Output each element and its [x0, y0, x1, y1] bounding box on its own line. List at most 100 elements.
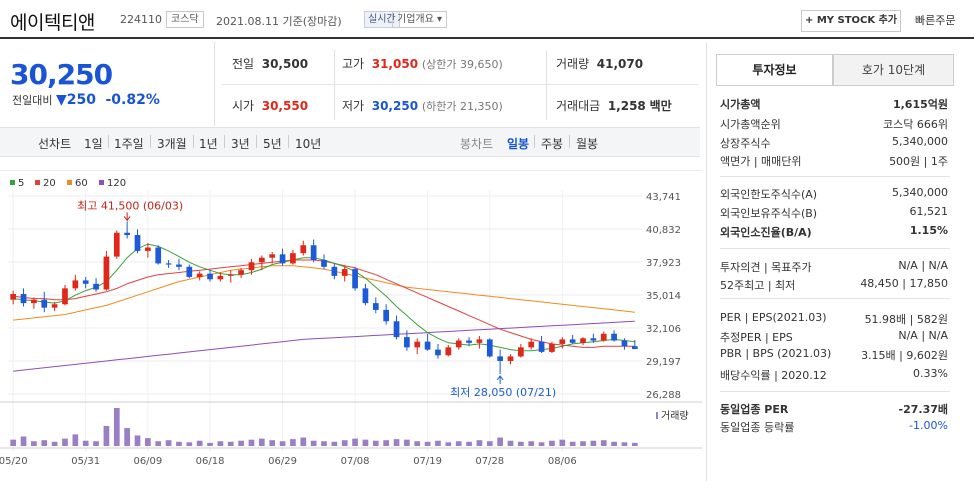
candle-body — [528, 341, 535, 348]
candle-daily[interactable]: 일봉 — [507, 137, 530, 151]
quick-order-button[interactable]: 빠른주문 — [915, 14, 956, 27]
candle-body — [41, 299, 48, 308]
x-tick-label: 05/31 — [71, 456, 100, 467]
legend-swatch — [99, 180, 104, 185]
period-1d[interactable]: 1일 — [84, 137, 103, 151]
invest-row-value: 61,521 — [909, 205, 949, 218]
invest-row-value: N/A | N/A — [898, 259, 948, 272]
divider — [214, 42, 215, 126]
volume-bar — [528, 441, 535, 446]
add-my-stock-button[interactable]: + MY STOCK 추가 — [801, 10, 901, 32]
volume-bar — [134, 435, 141, 446]
volume-bar — [341, 440, 348, 446]
invest-row-label[interactable]: 동일업종 PER — [720, 403, 789, 416]
invest-row-label[interactable]: 외국인보유주식수(B) — [720, 207, 818, 220]
change-label: 전일대비 — [12, 94, 53, 107]
annotations: 최고 41,500 (06/03) 최저 28,050 (07/21) — [77, 199, 556, 399]
tab-orderbook[interactable]: 호가 10단계 — [833, 54, 954, 86]
volume-bar — [538, 442, 545, 446]
candle-body — [445, 347, 452, 356]
period-1y[interactable]: 1년 — [199, 137, 218, 151]
volume-bar — [600, 440, 607, 446]
separator — [193, 135, 194, 148]
x-tick-label: 06/09 — [133, 456, 162, 467]
candle-body — [518, 347, 524, 357]
invest-row-label[interactable]: 시가총액순위 — [720, 118, 781, 131]
invest-row-label[interactable]: 동일업종 등락률 — [720, 421, 795, 434]
volume-bar — [497, 437, 503, 446]
candle-body — [207, 273, 213, 280]
candle-body — [393, 321, 400, 338]
period-1w[interactable]: 1주일 — [114, 137, 144, 151]
candle-body — [124, 232, 130, 236]
invest-row-label[interactable]: 배당수익률 | 2020.12 — [720, 369, 827, 382]
volume-bar — [549, 440, 555, 446]
ma60-line — [13, 265, 635, 321]
company-name[interactable]: 에이텍티앤 — [10, 12, 95, 34]
candle-body — [372, 303, 379, 310]
volume-bar — [20, 436, 27, 446]
invest-row-label[interactable]: 외국인소진율(B/A) — [720, 226, 812, 239]
volume-bar — [476, 440, 483, 446]
panel-divider — [706, 42, 707, 481]
y-tick-label: 29,197 — [646, 357, 681, 368]
candle-monthly[interactable]: 월봉 — [576, 137, 599, 151]
line-chart-label: 선차트 — [38, 137, 72, 151]
high-price: 고가 31,050 (상한가 39,650) — [342, 57, 503, 71]
low-annotation: 최저 28,050 (07/21) — [450, 386, 556, 399]
invest-row-label[interactable]: 52주최고 | 최저 — [720, 279, 796, 292]
period-10y[interactable]: 10년 — [295, 137, 322, 151]
price-chart[interactable]: 5 20 60 120 최고 41,500 (06/03) 최저 28,050 (07/… — [0, 170, 702, 481]
invest-row-label[interactable]: 외국인한도주식수(A) — [720, 188, 818, 201]
candle-body — [580, 338, 586, 343]
x-axis: 05/20 05/31 06/09 06/18 06/29 07/08 07/19 07/28… — [0, 456, 577, 467]
volume-bar — [631, 442, 638, 446]
candle-weekly[interactable]: 주봉 — [541, 137, 564, 151]
candle-body — [321, 259, 327, 267]
volume-bar — [41, 440, 48, 446]
invest-row-value: 5,340,000 — [892, 135, 948, 148]
separator — [108, 135, 109, 148]
candle-body — [186, 266, 193, 278]
section-divider — [720, 176, 950, 177]
x-tick-label: 08/06 — [548, 456, 577, 467]
volume-bar — [238, 440, 244, 446]
period-5y[interactable]: 5년 — [263, 137, 282, 151]
legend-ma-120: 120 — [107, 178, 126, 189]
invest-row-label[interactable]: 투자의견 | 목표주가 — [720, 261, 812, 274]
volume-bar — [455, 441, 462, 446]
x-tick-label: 07/28 — [475, 456, 504, 467]
volume-bar — [507, 440, 514, 446]
invest-row-label[interactable]: 시가총액 — [720, 98, 761, 111]
candle-body — [383, 309, 390, 322]
live-button[interactable]: 실시간 — [364, 11, 400, 28]
y-axis: 43,741 40,832 37,923 35,014 32,106 29,197 26,2… — [646, 192, 681, 401]
candle-body — [600, 333, 607, 341]
separator — [150, 135, 151, 148]
candle-body — [113, 232, 120, 257]
invest-row-label[interactable]: 상장주식수 — [720, 137, 771, 150]
invest-row-label[interactable]: 액면가 | 매매단위 — [720, 155, 802, 168]
candle-body — [93, 283, 99, 290]
candle-body — [248, 262, 255, 271]
invest-row-value: -27.37배 — [898, 403, 948, 416]
candle-body — [279, 254, 286, 264]
period-3y[interactable]: 3년 — [231, 137, 250, 151]
corp-info-dropdown[interactable]: 기업개요 ▾ — [392, 11, 448, 28]
volume-legend-swatch — [656, 412, 658, 419]
invest-row-label[interactable]: 추정PER | EPS — [720, 331, 793, 344]
tab-invest-info[interactable]: 투자정보 — [716, 54, 833, 86]
volume-bar — [569, 441, 576, 446]
separator — [224, 135, 225, 148]
change-percent: -0.82% — [105, 92, 160, 108]
invest-row-label[interactable]: PBR | BPS (2021.03) — [720, 347, 832, 360]
invest-row-label[interactable]: PER | EPS(2021.03) — [720, 311, 827, 324]
candle-body — [341, 269, 348, 276]
volume-bar — [269, 440, 276, 446]
invest-row-value: 51.98배 | 582원 — [864, 313, 948, 326]
invest-row-value: 코스닥 666위 — [883, 118, 948, 131]
candle-body — [165, 263, 172, 265]
period-3m[interactable]: 3개월 — [157, 137, 187, 151]
candle-body — [269, 254, 276, 258]
volume-bar — [352, 438, 358, 446]
